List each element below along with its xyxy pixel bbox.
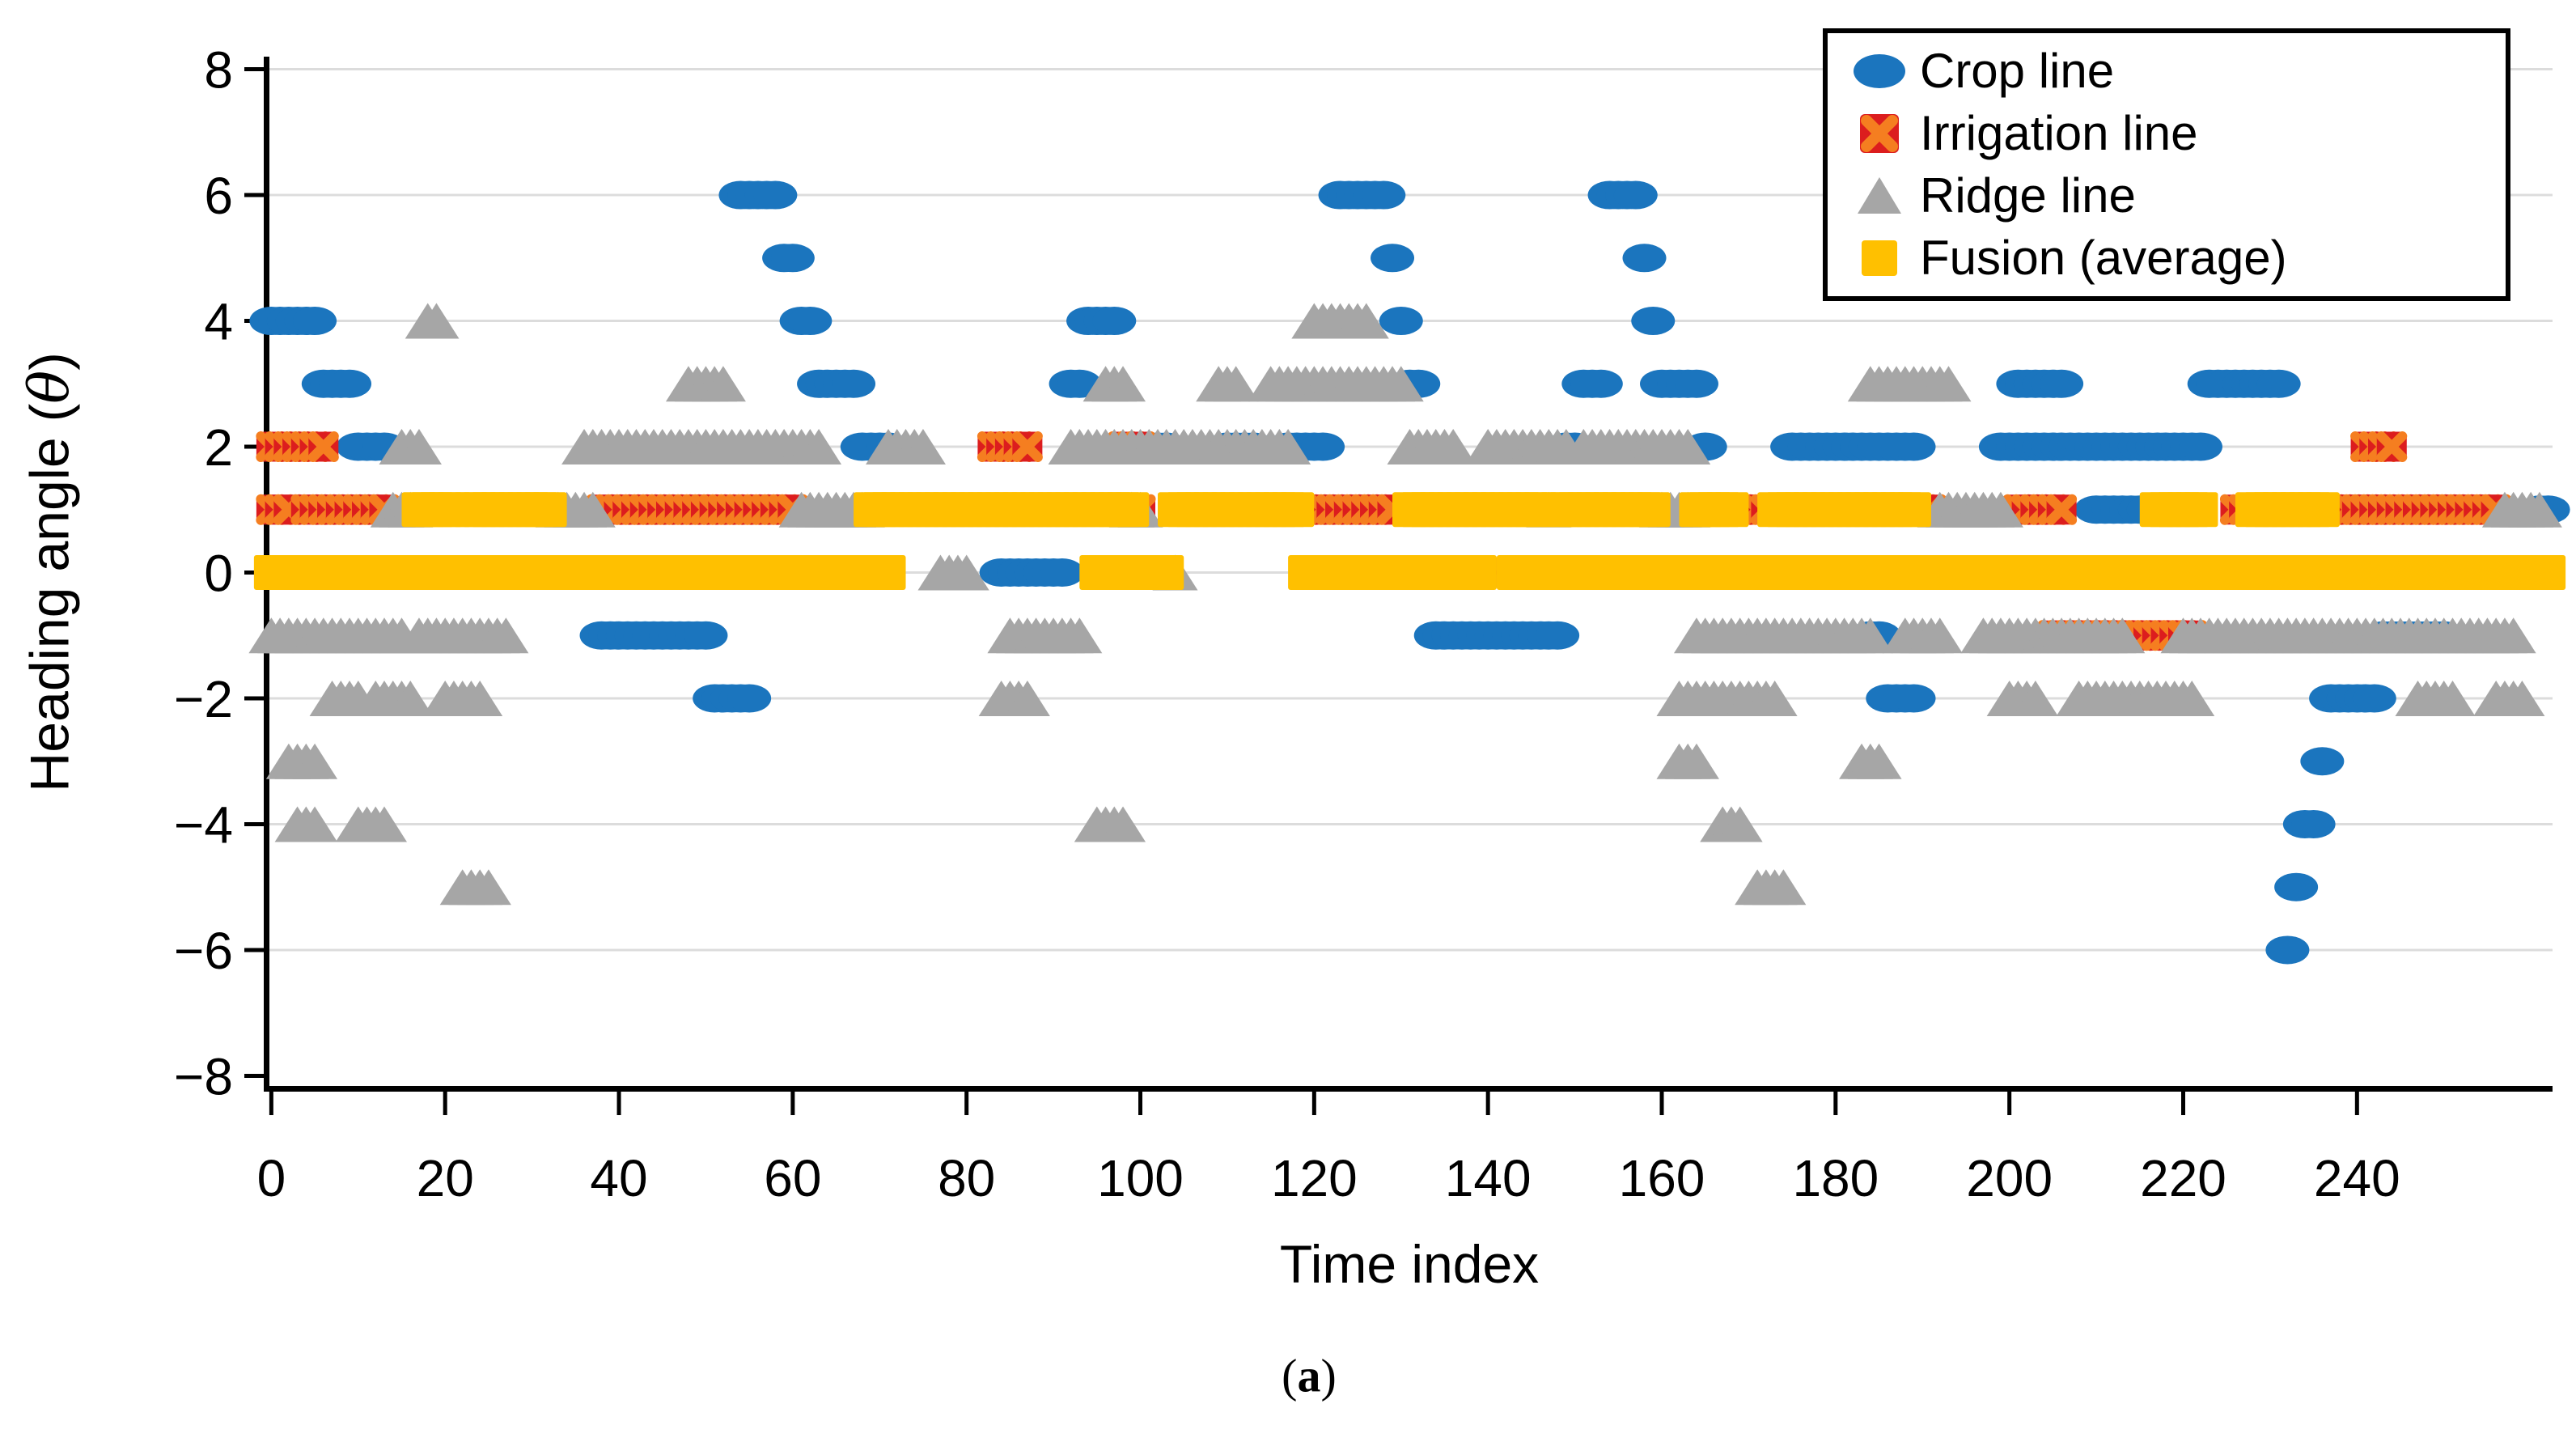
caption-close-paren: ) <box>1320 1349 1337 1402</box>
theta-symbol: θ <box>18 370 83 404</box>
caption-open-paren: ( <box>1282 1349 1298 1402</box>
y-tick-label: −2 <box>174 670 233 728</box>
y-tick-label: 0 <box>204 545 233 603</box>
x-tick-label: 240 <box>2314 1149 2400 1207</box>
x-tick-label: 100 <box>1097 1149 1184 1207</box>
y-tick-label: −8 <box>174 1047 233 1105</box>
x-tick-label: 180 <box>1792 1149 1879 1207</box>
x-tick-label: 220 <box>2140 1149 2226 1207</box>
x-tick-label: 0 <box>257 1149 286 1207</box>
x-tick-label: 200 <box>1966 1149 2053 1207</box>
x-tick-label: 20 <box>417 1149 474 1207</box>
x-tick-label: 160 <box>1619 1149 1705 1207</box>
x-tick-label: 120 <box>1271 1149 1358 1207</box>
legend-label-irrigation: Irrigation line <box>1920 105 2198 160</box>
y-axis-title: Heading angle (θ) <box>19 352 83 792</box>
y-tick-label: −6 <box>174 922 233 980</box>
caption-letter: a <box>1297 1349 1321 1402</box>
x-tick-label: 40 <box>590 1149 647 1207</box>
legend-label-ridge: Ridge line <box>1920 168 2136 223</box>
figure-caption: (a) <box>1282 1349 1337 1403</box>
y-tick-label: 2 <box>204 418 233 477</box>
legend-label-fusion: Fusion (average) <box>1920 231 2287 286</box>
x-axis-title: Time index <box>1279 1234 1540 1294</box>
legend-label-crop: Crop line <box>1920 43 2115 98</box>
x-tick-label: 80 <box>938 1149 995 1207</box>
legend-item-fusion: Fusion (average) <box>1850 233 2502 283</box>
y-axis-title-close: ) <box>19 352 81 371</box>
y-tick-label: 4 <box>204 293 233 351</box>
y-axis-title-text: Heading angle ( <box>19 403 81 792</box>
fusion-marker-icon <box>1862 240 1897 277</box>
ridge-marker-icon <box>1858 177 1901 214</box>
crop-marker-icon <box>1854 53 1905 88</box>
x-tick-label: 60 <box>764 1149 821 1207</box>
legend-item-irrigation: Irrigation line <box>1850 108 2502 159</box>
y-tick-label: 6 <box>204 167 233 225</box>
irrigation-marker-icon <box>1860 113 1899 153</box>
y-tick-label: −4 <box>174 795 233 854</box>
legend-item-crop: Crop line <box>1850 46 2502 96</box>
x-tick-label: 140 <box>1445 1149 1532 1207</box>
legend-item-ridge: Ridge line <box>1850 171 2502 221</box>
legend-box: Crop line Irrigation line Ridge line Fus… <box>1823 28 2510 301</box>
y-tick-label: 8 <box>204 41 233 100</box>
